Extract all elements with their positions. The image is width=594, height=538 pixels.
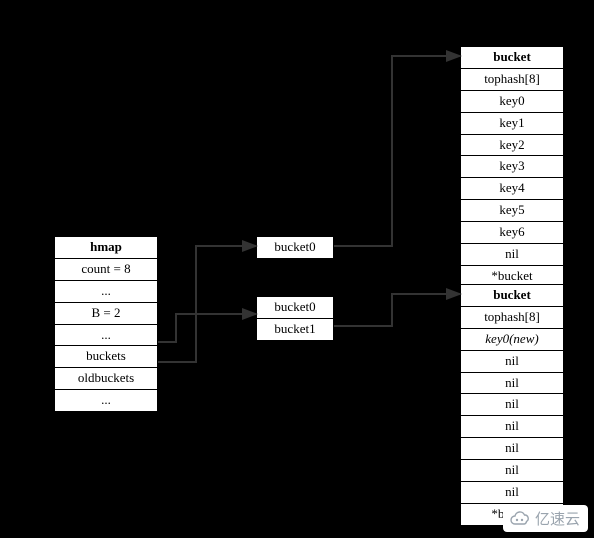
bucket-bottom-nil4: nil — [461, 416, 563, 438]
bucket-bottom-title: bucket — [461, 285, 563, 307]
hmap-title: hmap — [55, 237, 157, 259]
bucket-top-tophash: tophash[8] — [461, 69, 563, 91]
hmap-row-ellipsis2: ... — [55, 325, 157, 347]
bucket-bottom-tophash: tophash[8] — [461, 307, 563, 329]
arrow-oldarray-to-bucket-top — [334, 56, 460, 246]
cloud-icon — [509, 511, 531, 527]
bucket-top-key2: key2 — [461, 135, 563, 157]
new-array-bucket1: bucket1 — [257, 319, 333, 340]
arrow-newarray-to-bucket-bottom — [334, 294, 460, 326]
bucket-bottom-nil6: nil — [461, 460, 563, 482]
bucket-top-key0: key0 — [461, 91, 563, 113]
watermark: 亿速云 — [503, 505, 588, 532]
hmap-row-ellipsis3: ... — [55, 390, 157, 411]
hmap-row-ellipsis1: ... — [55, 281, 157, 303]
bucket-struct-bottom: bucket tophash[8] key0(new) nil nil nil … — [460, 284, 564, 526]
old-array-bucket0: bucket0 — [257, 237, 333, 258]
bucket-bottom-nil2: nil — [461, 373, 563, 395]
bucket-top-nil: nil — [461, 244, 563, 266]
hmap-row-count: count = 8 — [55, 259, 157, 281]
hmap-row-b: B = 2 — [55, 303, 157, 325]
bucket-top-key4: key4 — [461, 178, 563, 200]
hmap-row-buckets: buckets — [55, 346, 157, 368]
bucket-bottom-nil5: nil — [461, 438, 563, 460]
bucket-struct-top: bucket tophash[8] key0 key1 key2 key3 ke… — [460, 46, 564, 288]
bucket-top-title: bucket — [461, 47, 563, 69]
bucket-bottom-nil7: nil — [461, 482, 563, 504]
bucket-bottom-nil1: nil — [461, 351, 563, 373]
old-bucket-array: bucket0 — [256, 236, 334, 259]
arrow-oldbuckets-to-oldarray — [158, 246, 256, 362]
bucket-bottom-key0new: key0(new) — [461, 329, 563, 351]
bucket-top-key1: key1 — [461, 113, 563, 135]
bucket-top-key6: key6 — [461, 222, 563, 244]
bucket-top-key5: key5 — [461, 200, 563, 222]
new-bucket-array: bucket0 bucket1 — [256, 296, 334, 341]
bucket-bottom-nil3: nil — [461, 394, 563, 416]
watermark-text: 亿速云 — [535, 508, 580, 529]
hmap-struct: hmap count = 8 ... B = 2 ... buckets old… — [54, 236, 158, 412]
new-array-bucket0: bucket0 — [257, 297, 333, 319]
bucket-top-key3: key3 — [461, 156, 563, 178]
arrow-buckets-to-newarray — [158, 314, 256, 342]
hmap-row-oldbuckets: oldbuckets — [55, 368, 157, 390]
